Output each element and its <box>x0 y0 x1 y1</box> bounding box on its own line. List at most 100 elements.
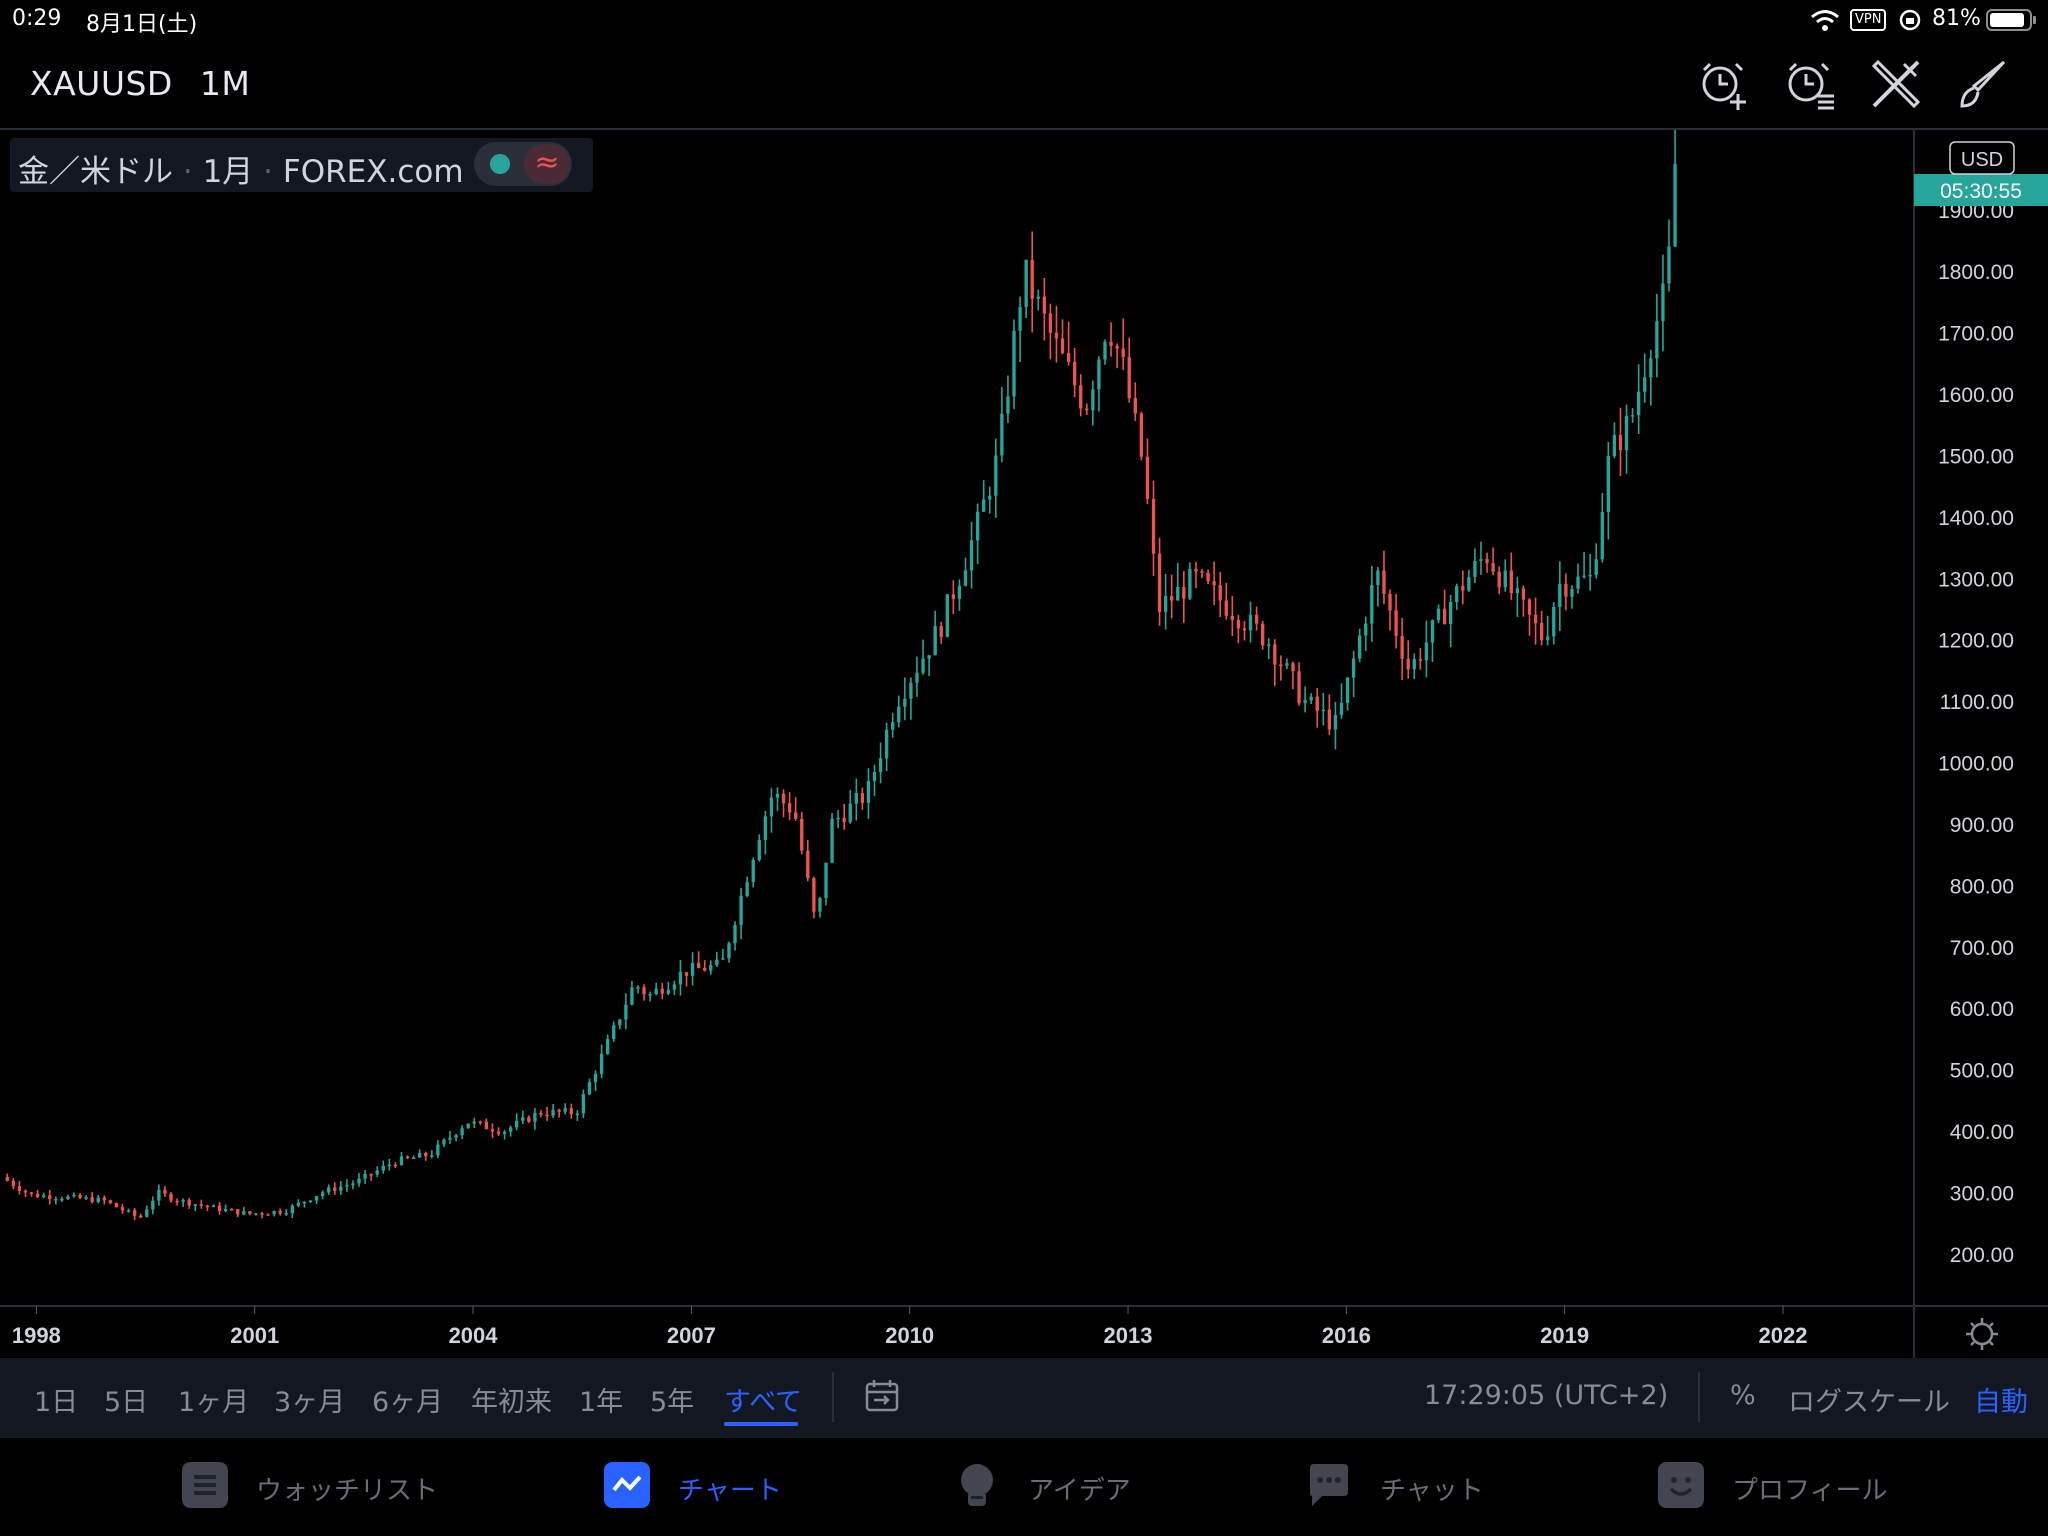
candle <box>211 1204 216 1208</box>
candle <box>132 1208 137 1221</box>
price-tick-label: 300.00 <box>1950 1182 2014 1205</box>
candle <box>1212 561 1216 605</box>
candle <box>1291 661 1295 690</box>
brush-icon[interactable] <box>1954 56 2010 112</box>
settings-gear-icon[interactable] <box>1966 1318 1998 1350</box>
candle <box>1024 259 1028 318</box>
range-5d[interactable]: 5日 <box>104 1387 149 1418</box>
date-range-icon[interactable] <box>864 1378 900 1414</box>
candle <box>1388 589 1392 631</box>
candle <box>333 1182 337 1195</box>
candle <box>1121 318 1125 370</box>
candle <box>1376 567 1380 607</box>
candle <box>114 1202 119 1208</box>
vpn-badge: VPN <box>1850 9 1887 31</box>
candle <box>1400 617 1404 680</box>
candle <box>1382 550 1386 605</box>
candle <box>496 1127 501 1136</box>
lightbulb-icon <box>961 1464 993 1506</box>
candle <box>812 876 816 919</box>
interval-label: 1M <box>199 64 251 103</box>
alarm-list-icon[interactable] <box>1782 56 1838 112</box>
candle <box>84 1195 88 1201</box>
watchlist-icon <box>182 1462 228 1508</box>
candle <box>575 1110 580 1122</box>
clock-time[interactable]: 17:29:05 (UTC+2) <box>1424 1380 1669 1411</box>
candle <box>78 1193 82 1199</box>
alarm-plus-icon[interactable] <box>1696 56 1752 112</box>
candle <box>405 1155 410 1160</box>
candle <box>660 982 664 1000</box>
range-ytd[interactable]: 年初来 <box>471 1387 552 1418</box>
candle <box>1054 305 1059 363</box>
log-scale-toggle[interactable]: ログスケール <box>1788 1387 1950 1418</box>
price-tick-label: 700.00 <box>1950 937 2014 960</box>
candle <box>727 941 731 963</box>
range-all[interactable]: すべて <box>724 1387 803 1418</box>
percent-toggle[interactable]: % <box>1730 1380 1756 1411</box>
candle <box>302 1201 307 1208</box>
candle <box>581 1089 586 1119</box>
candle <box>345 1179 349 1192</box>
candle <box>751 857 755 888</box>
candle <box>430 1150 434 1159</box>
candle <box>630 980 634 1006</box>
candle <box>1491 547 1495 576</box>
candle <box>1242 620 1247 641</box>
candle <box>351 1180 355 1190</box>
candle <box>1461 570 1465 605</box>
candle <box>569 1103 573 1119</box>
time-tick-label: 2019 <box>1540 1323 1589 1348</box>
chart-toolbar: XAUUSD 1M <box>0 40 2048 130</box>
price-tick-label: 800.00 <box>1950 875 2014 898</box>
price-tick-label: 1500.00 <box>1938 445 2014 468</box>
candle <box>884 722 889 772</box>
battery-icon <box>1986 9 2036 31</box>
price-tick-label: 200.00 <box>1950 1244 2014 1267</box>
candle <box>1236 614 1241 644</box>
candle <box>551 1103 555 1119</box>
candle <box>951 580 956 615</box>
candle <box>1643 353 1647 403</box>
candle <box>339 1181 343 1195</box>
price-chart[interactable]: 1900.001800.001700.001600.001500.001400.… <box>0 130 2048 1358</box>
market-status-toggle[interactable]: ≈ <box>474 142 572 186</box>
candle <box>1127 337 1131 403</box>
range-3m[interactable]: 3ヶ月 <box>274 1387 346 1418</box>
candle <box>745 876 749 898</box>
candle <box>957 579 962 611</box>
range-1d[interactable]: 1日 <box>34 1387 79 1418</box>
candle <box>357 1173 361 1187</box>
auto-scale-toggle[interactable]: 自動 <box>1974 1387 2028 1418</box>
candle <box>1103 339 1107 365</box>
range-1y[interactable]: 1年 <box>579 1387 624 1418</box>
nav-ideas-label: アイデア <box>1028 1476 1131 1506</box>
candle <box>90 1192 94 1204</box>
candle <box>1303 686 1307 713</box>
candle <box>515 1113 519 1131</box>
time-tick-label: 2001 <box>230 1323 279 1348</box>
range-5y[interactable]: 5年 <box>650 1387 695 1418</box>
candle <box>994 438 998 518</box>
candle <box>909 677 913 720</box>
candle <box>878 742 883 784</box>
candle <box>17 1180 22 1195</box>
currency-badge[interactable]: USD <box>1949 141 2015 175</box>
candle <box>478 1120 482 1125</box>
candle <box>1624 404 1629 474</box>
legend-interval: 1月 <box>202 154 254 190</box>
candle <box>824 862 828 906</box>
legend-source: FOREX.com <box>282 154 464 190</box>
tools-icon[interactable] <box>1868 56 1924 112</box>
candle <box>939 621 943 644</box>
candle <box>29 1192 34 1197</box>
countdown-label: 05:30:55 <box>1940 180 2022 203</box>
symbol-button[interactable]: XAUUSD 1M <box>30 64 250 103</box>
candle <box>715 951 719 968</box>
candle <box>860 787 865 810</box>
candle <box>163 1186 167 1197</box>
candle <box>1509 552 1513 600</box>
range-6m[interactable]: 6ヶ月 <box>372 1387 444 1418</box>
range-1m[interactable]: 1ヶ月 <box>178 1387 250 1418</box>
price-tick-label: 1400.00 <box>1938 507 2014 530</box>
